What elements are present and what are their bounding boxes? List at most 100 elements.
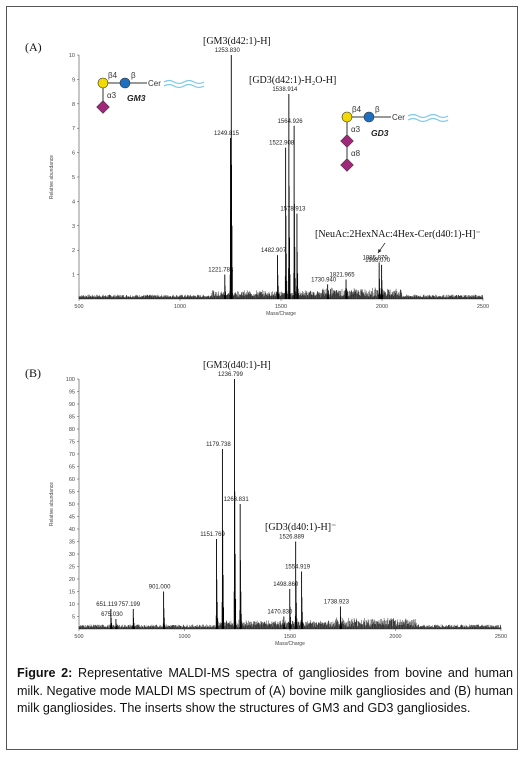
plot-a-y-tick-label: 10: [69, 53, 75, 59]
plot-a-y-axis-label: Relative abundance: [49, 155, 55, 199]
panel-a: (A) β4 β α3 Cer GM3: [25, 36, 489, 317]
panel-a-label: (A): [25, 40, 42, 54]
plot-a-x-axis-label: Mass/Charge: [266, 311, 296, 317]
plot-a-peak-label-1821.965: 1821.965: [330, 272, 356, 278]
plot-b-y-tick-label: 60: [69, 477, 75, 483]
plot-b-peak-label-651.119: 651.119: [96, 602, 118, 608]
annotation-gm3-d42: [GM3(d42:1)-H]: [203, 36, 271, 47]
plot-b-y-tick-label: 85: [69, 415, 75, 421]
plot-a-y-tick-label: 7: [72, 126, 75, 132]
plot-a-baseline-noise: [78, 287, 484, 299]
figure-frame: (A) β4 β α3 Cer GM3: [6, 6, 518, 750]
glc-circle-gd3: [363, 111, 375, 123]
gd3-linkage-a8: α8: [351, 149, 361, 158]
gm3-linkage-a3: α3: [107, 91, 117, 100]
gm3-structure: β4 β α3 Cer GM3: [96, 71, 205, 114]
plot-b-baseline-noise: [78, 617, 502, 629]
figure-svg: (A) β4 β α3 Cer GM3: [25, 36, 507, 647]
plot-b-peak-label-675.030: 675.030: [101, 612, 123, 618]
gm3-ceramide-label: Cer: [148, 79, 161, 88]
plot-a-peak-label-1522.908: 1522.908: [269, 141, 295, 147]
plot-b-x-tick-label: 1000: [178, 634, 190, 640]
gm3-linkage-b: β: [131, 71, 136, 80]
plot-b-y-tick-label: 50: [69, 502, 75, 508]
neuac-diamond-gd3-2: [340, 158, 354, 172]
annotation-gd3-d40: [GD3(d40:1)-H]⁻: [265, 522, 336, 533]
plot-b-y-tick-label: 55: [69, 490, 75, 496]
plot-a-x-tick-label: 1500: [275, 304, 287, 310]
gm3-linkage-b4: β4: [108, 71, 118, 80]
gm3-name: GM3: [127, 93, 146, 103]
plot-b-y-tick-label: 15: [69, 590, 75, 596]
gd3-linkage-b: β: [375, 105, 380, 114]
plot-a-peak-label-1985.870: 1985.870: [363, 255, 389, 261]
plot-b-y-tick-label: 40: [69, 527, 75, 533]
plot-a-y-tick-label: 5: [72, 175, 75, 181]
plot-a-x-tick-label: 2000: [376, 304, 388, 310]
plot-a-x-tick-label: 1000: [174, 304, 186, 310]
neuac-diamond-gm3: [96, 100, 110, 114]
plot-a-peak-label-1249.815: 1249.815: [214, 131, 240, 137]
plot-a-y-tick-label: 4: [72, 199, 75, 205]
plot-b: 500 1000 1500 2000 2500100959085807570656055…: [49, 372, 507, 647]
plot-b-y-tick-label: 45: [69, 515, 75, 521]
plot-b-peak-label-1526.889: 1526.889: [279, 535, 305, 541]
gal-circle-gd3: [341, 111, 353, 123]
plot-b-peak-label-901.000: 901.000: [149, 585, 171, 591]
plot-b-y-tick-label: 5: [72, 615, 75, 621]
plot-b-y-axis-label: Relative abundance: [49, 482, 55, 526]
plot-a-peak-label-1998.070: 1998.070: [365, 258, 391, 264]
plot-b-y-tick-label: 95: [69, 390, 75, 396]
gd3-linkage-a3: α3: [351, 125, 361, 134]
gd3-ceramide-tail: [407, 113, 449, 119]
plot-b-peak-label-1498.860: 1498.860: [273, 582, 299, 588]
plot-a-x-tick-label: 2500: [477, 304, 489, 310]
plot-b-x-tick-label: 2000: [389, 634, 401, 640]
plot-a-peak-label-1253.830: 1253.830: [215, 48, 241, 54]
figure-caption: Figure 2: Representative MALDI-MS spectr…: [17, 665, 513, 718]
gd3-name: GD3: [371, 128, 389, 138]
plot-b-peak-label-1554.919: 1554.919: [285, 565, 311, 571]
plot-b-peak-label-1263.831: 1263.831: [224, 497, 250, 503]
plot-b-y-tick-label: 90: [69, 402, 75, 408]
plot-a-y-tick-label: 6: [72, 151, 75, 157]
caption-text: Representative MALDI-MS spectra of gangl…: [17, 666, 513, 715]
plot-a: 500 1000 1500 2000 2500 10 9 8 7 6 5 4 3 2 1 Mass/Charg…: [49, 48, 489, 317]
annotation-gd3-d42: [GD3(d42:1)-H₂O-H]: [249, 75, 336, 86]
gd3-structure: β4 β α3 α8 Cer GD3: [340, 105, 449, 172]
plot-b-peak-label-1179.738: 1179.738: [206, 442, 231, 448]
plot-b-y-tick-label: 30: [69, 552, 75, 558]
caption-label: Figure 2:: [17, 666, 73, 680]
plot-b-peak-label-1151.769: 1151.769: [200, 532, 225, 538]
plot-b-y-tick-label: 65: [69, 465, 75, 471]
glc-circle-gm3: [119, 77, 131, 89]
panel-b-label: (B): [25, 366, 41, 380]
plot-a-y-tick-label: 9: [72, 77, 75, 83]
plot-b-y-tick-label: 70: [69, 452, 75, 458]
plot-a-peak-label-1482.907: 1482.907: [261, 248, 287, 254]
plot-b-y-tick-label: 35: [69, 540, 75, 546]
plot-b-y-tick-label: 75: [69, 440, 75, 446]
plot-a-y-tick-label: 1: [72, 273, 75, 279]
plot-b-peak-label-1470.830: 1470.830: [267, 610, 293, 616]
neuac-diamond-gd3-1: [340, 134, 354, 148]
plot-b-y-tick-label: 20: [69, 577, 75, 583]
plot-b-x-tick-label: 500: [74, 634, 83, 640]
plot-a-peak-label-1564.926: 1564.926: [278, 119, 304, 125]
plot-a-peak-label-1578.913: 1578.913: [280, 207, 306, 213]
plot-a-y-tick-label: 8: [72, 102, 75, 108]
gm3-ceramide-tail: [163, 79, 205, 85]
plot-b-y-tick-label: 10: [69, 602, 75, 608]
gd3-ceramide-label: Cer: [392, 113, 405, 122]
plot-b-y-tick-label: 80: [69, 427, 75, 433]
annotation-gm3-d40: [GM3(d40:1)-H]: [203, 360, 271, 371]
plot-a-y-tick-label: 2: [72, 248, 75, 254]
plot-a-peak-label-1730.940: 1730.940: [311, 277, 337, 283]
annotation-neuac-complex: [NeuAc:2HexNAc:4Hex-Cer(d40:1)-H]⁻: [315, 229, 481, 240]
gal-circle-gm3: [97, 77, 109, 89]
gd3-linkage-b4: β4: [352, 105, 362, 114]
plot-a-x-tick-label: 500: [74, 304, 83, 310]
plot-b-x-axis-label: Mass/Charge: [275, 641, 305, 647]
plot-b-peak-label-757.199: 757.199: [118, 602, 140, 608]
panel-b: (B) [GM3(d40:1)-H] [GD3(d40:1)-H]⁻ 500 10…: [25, 360, 507, 647]
